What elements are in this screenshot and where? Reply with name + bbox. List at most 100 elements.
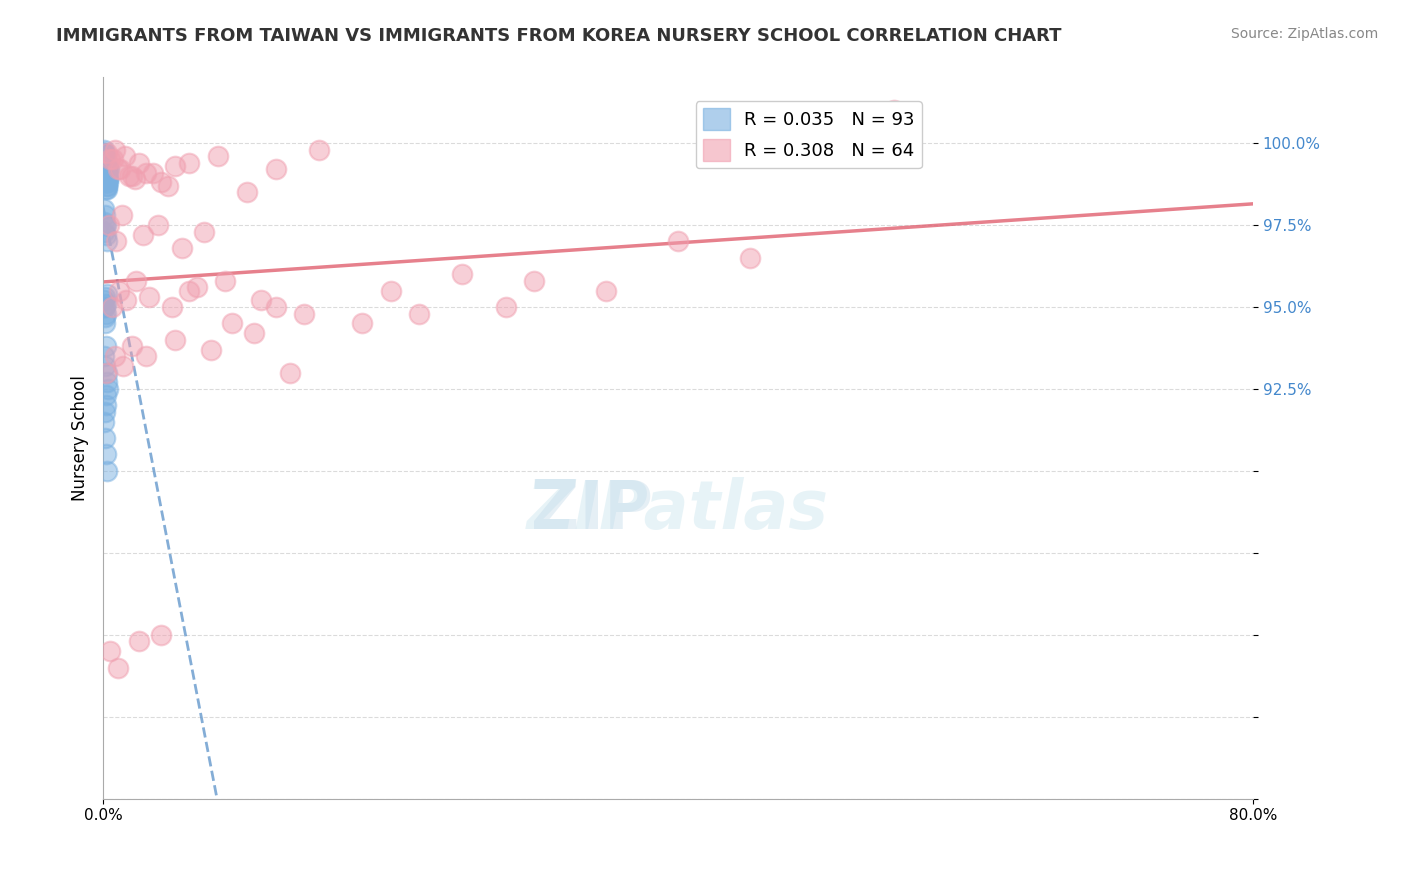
Immigrants from Taiwan xyxy=(94,155,117,169)
Immigrants from Taiwan xyxy=(93,153,115,167)
Immigrants from Taiwan xyxy=(93,215,115,229)
Immigrants from Korea xyxy=(179,284,201,298)
Immigrants from Taiwan xyxy=(93,145,115,160)
Immigrants from Korea xyxy=(200,343,222,357)
Immigrants from Taiwan xyxy=(94,431,117,445)
Immigrants from Korea xyxy=(118,169,141,183)
Immigrants from Taiwan xyxy=(94,159,117,173)
Y-axis label: Nursery School: Nursery School xyxy=(72,376,89,501)
Immigrants from Korea xyxy=(104,143,127,157)
Immigrants from Taiwan xyxy=(97,175,120,189)
Immigrants from Taiwan xyxy=(94,169,117,183)
Immigrants from Korea xyxy=(207,149,229,163)
Immigrants from Taiwan xyxy=(93,225,115,239)
Immigrants from Taiwan xyxy=(93,155,115,169)
Immigrants from Taiwan xyxy=(94,165,117,179)
Immigrants from Taiwan xyxy=(98,162,121,177)
Immigrants from Korea xyxy=(110,162,132,177)
Immigrants from Korea xyxy=(186,280,208,294)
Immigrants from Taiwan xyxy=(94,172,117,186)
Immigrants from Korea xyxy=(105,235,128,249)
Immigrants from Korea xyxy=(128,634,150,648)
Immigrants from Taiwan xyxy=(97,162,120,177)
Immigrants from Korea xyxy=(132,227,155,242)
Immigrants from Korea xyxy=(172,241,194,255)
Immigrants from Korea xyxy=(179,155,201,169)
Immigrants from Taiwan xyxy=(96,165,118,179)
Immigrants from Taiwan xyxy=(94,175,117,189)
Immigrants from Taiwan xyxy=(94,218,117,232)
Immigrants from Korea xyxy=(292,306,315,320)
Immigrants from Korea xyxy=(163,159,186,173)
Immigrants from Korea xyxy=(121,169,143,183)
Immigrants from Taiwan xyxy=(94,169,117,183)
Immigrants from Korea xyxy=(125,274,148,288)
Immigrants from Taiwan xyxy=(93,149,115,163)
Immigrants from Korea xyxy=(94,366,117,380)
Immigrants from Taiwan xyxy=(96,159,118,173)
Immigrants from Taiwan xyxy=(94,155,117,169)
Immigrants from Korea xyxy=(124,172,146,186)
Immigrants from Taiwan xyxy=(94,153,117,167)
Immigrants from Korea xyxy=(451,267,474,281)
Immigrants from Korea xyxy=(114,149,136,163)
Immigrants from Korea xyxy=(98,153,121,167)
Immigrants from Taiwan xyxy=(96,464,118,478)
Immigrants from Taiwan xyxy=(93,310,115,324)
Text: Source: ZipAtlas.com: Source: ZipAtlas.com xyxy=(1230,27,1378,41)
Immigrants from Korea xyxy=(100,300,122,314)
Immigrants from Korea xyxy=(96,145,118,160)
Immigrants from Taiwan xyxy=(96,235,118,249)
Immigrants from Taiwan xyxy=(94,339,117,353)
Immigrants from Taiwan xyxy=(96,175,118,189)
Immigrants from Korea xyxy=(104,349,127,363)
Immigrants from Taiwan xyxy=(93,293,115,308)
Immigrants from Taiwan xyxy=(93,415,115,429)
Immigrants from Taiwan xyxy=(96,159,118,173)
Immigrants from Taiwan xyxy=(93,159,115,173)
Immigrants from Korea xyxy=(250,293,273,308)
Immigrants from Korea xyxy=(883,103,905,118)
Immigrants from Taiwan xyxy=(94,169,117,183)
Immigrants from Taiwan xyxy=(96,169,118,183)
Immigrants from Taiwan xyxy=(94,306,117,320)
Immigrants from Taiwan xyxy=(97,172,120,186)
Immigrants from Korea xyxy=(278,366,301,380)
Immigrants from Taiwan xyxy=(93,300,115,314)
Immigrants from Korea xyxy=(264,162,287,177)
Immigrants from Taiwan xyxy=(96,182,118,196)
Text: ZIPatlas: ZIPatlas xyxy=(527,477,830,543)
Immigrants from Taiwan xyxy=(96,398,118,412)
Immigrants from Taiwan xyxy=(93,153,115,167)
Immigrants from Korea xyxy=(221,316,243,330)
Immigrants from Korea xyxy=(243,326,266,341)
Immigrants from Taiwan xyxy=(96,286,118,301)
Immigrants from Taiwan xyxy=(96,376,118,390)
Immigrants from Taiwan xyxy=(93,143,115,157)
Immigrants from Korea xyxy=(523,274,546,288)
Immigrants from Taiwan xyxy=(97,172,120,186)
Immigrants from Taiwan xyxy=(94,162,117,177)
Immigrants from Taiwan xyxy=(93,155,115,169)
Immigrants from Korea xyxy=(146,218,169,232)
Immigrants from Korea xyxy=(495,300,517,314)
Immigrants from Korea xyxy=(350,316,373,330)
Immigrants from Taiwan xyxy=(93,155,115,169)
Immigrants from Taiwan xyxy=(96,366,118,380)
Immigrants from Taiwan xyxy=(94,155,117,169)
Immigrants from Taiwan xyxy=(96,165,118,179)
Immigrants from Taiwan xyxy=(94,290,117,304)
Immigrants from Korea xyxy=(149,628,172,642)
Immigrants from Taiwan xyxy=(94,175,117,189)
Immigrants from Taiwan xyxy=(94,165,117,179)
Immigrants from Korea xyxy=(163,333,186,347)
Immigrants from Korea xyxy=(264,300,287,314)
Immigrants from Taiwan xyxy=(93,202,115,216)
Immigrants from Taiwan xyxy=(94,162,117,177)
Immigrants from Korea xyxy=(595,284,617,298)
Immigrants from Taiwan xyxy=(94,159,117,173)
Text: ZIP: ZIP xyxy=(531,477,652,543)
Immigrants from Taiwan xyxy=(94,169,117,183)
Immigrants from Taiwan xyxy=(94,159,117,173)
Immigrants from Korea xyxy=(380,284,402,298)
